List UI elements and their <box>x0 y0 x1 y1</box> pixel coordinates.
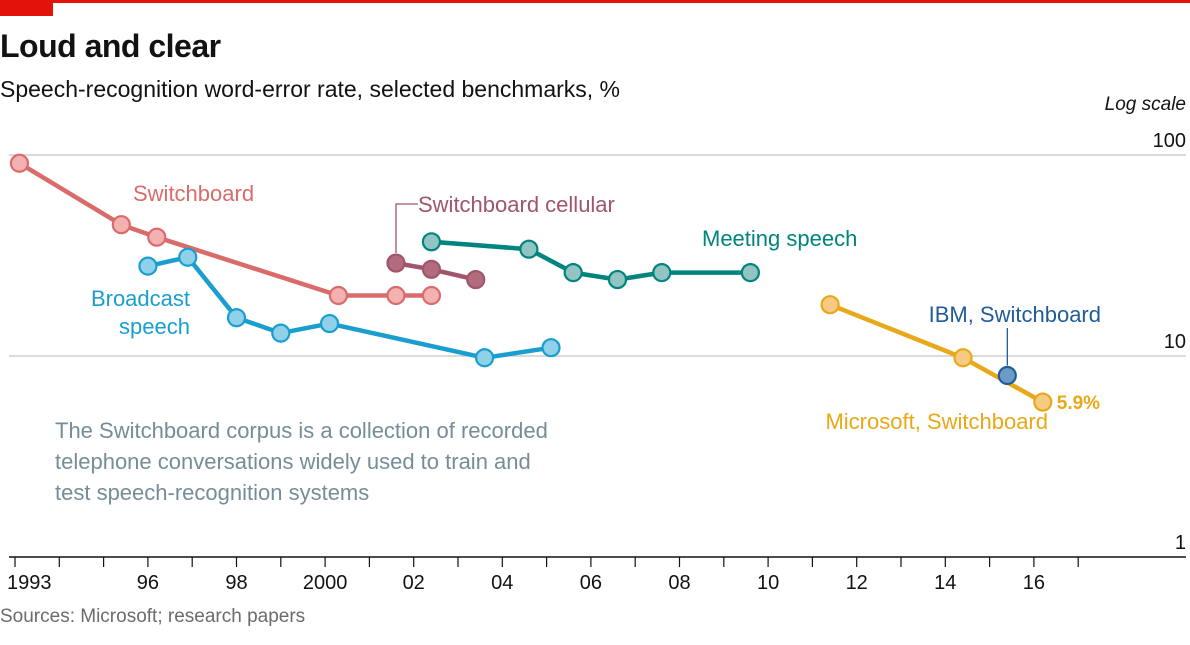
series-line-broadcast-speech <box>145 254 554 361</box>
x-tick-label-02: 02 <box>403 572 425 594</box>
data-point-meeting-speech <box>740 262 760 283</box>
data-point-switchboard <box>328 285 348 306</box>
data-point-meeting-speech <box>563 262 583 283</box>
series-label-broadcast-speech-line: speech <box>119 314 190 339</box>
data-point-broadcast-speech <box>319 313 340 334</box>
top-rule <box>0 0 1190 3</box>
annotation-line: test speech-recognition systems <box>55 480 369 505</box>
data-point-switchboard <box>421 285 442 306</box>
x-tick-label-16: 16 <box>1023 572 1045 594</box>
x-tick-label-96: 96 <box>137 572 159 594</box>
series-label-broadcast-speech: Broadcast speech <box>91 286 190 339</box>
switchboard-cellular-leader <box>395 203 418 254</box>
data-point-ibm-switchboard <box>997 365 1017 386</box>
x-tick-label-98: 98 <box>225 572 247 594</box>
x-tick-label-08: 08 <box>668 572 690 594</box>
chart-subtitle: Speech-recognition word-error rate, sele… <box>0 76 621 102</box>
series-label-broadcast-speech-line: Broadcast <box>91 286 190 311</box>
series-label-ibm-switchboard: IBM, Switchboard <box>929 302 1101 327</box>
data-point-switchboard <box>111 215 131 235</box>
data-point-meeting-speech <box>607 269 628 290</box>
data-point-meeting-speech <box>652 262 672 283</box>
x-tick-label-10: 10 <box>757 572 779 594</box>
log-scale-note: Log scale <box>1105 94 1186 115</box>
data-label-microsoft-latest: 5.9% <box>1057 393 1100 414</box>
data-point-microsoft-switchboard <box>953 348 973 368</box>
data-point-meeting-speech <box>421 232 442 252</box>
data-point-switchboard-cellular <box>466 269 486 290</box>
data-point-switchboard <box>9 153 30 173</box>
chart-title: Loud and clear <box>0 28 221 64</box>
series-line-meeting-speech <box>429 239 753 282</box>
data-point-broadcast-speech <box>541 338 561 358</box>
x-tick-label-2000: 2000 <box>303 572 348 594</box>
series-label-switchboard-cellular: Switchboard cellular <box>418 192 615 217</box>
data-point-switchboard-cellular <box>421 259 442 279</box>
y-tick-label-10: 10 <box>1164 331 1186 353</box>
data-point-broadcast-speech <box>138 256 158 276</box>
data-point-switchboard <box>147 227 167 247</box>
source-note: Sources: Microsoft; research papers <box>0 606 306 627</box>
data-point-switchboard-cellular <box>386 253 406 273</box>
data-point-broadcast-speech <box>271 323 291 343</box>
data-point-microsoft-switchboard <box>1033 392 1053 412</box>
y-tick-label-100: 100 <box>1153 130 1186 152</box>
data-point-switchboard <box>386 285 406 306</box>
data-point-broadcast-speech <box>474 348 495 368</box>
series-label-switchboard: Switchboard <box>133 181 254 206</box>
x-tick-label-1993: 1993 <box>7 572 52 594</box>
y-tick-label-1: 1 <box>1175 532 1186 554</box>
series-label-microsoft-switchboard: Microsoft, Switchboard <box>825 409 1048 434</box>
data-point-broadcast-speech <box>226 308 247 328</box>
x-tick-label-04: 04 <box>491 572 513 594</box>
x-tick-label-14: 14 <box>934 572 956 594</box>
annotation-line: telephone conversations widely used to t… <box>55 449 531 474</box>
x-tick-label-12: 12 <box>846 572 868 594</box>
data-point-microsoft-switchboard <box>820 295 840 315</box>
series-label-meeting-speech: Meeting speech <box>702 226 857 251</box>
annotation-line: The Switchboard corpus is a collection o… <box>55 418 548 443</box>
data-point-broadcast-speech <box>178 247 198 267</box>
x-tick-label-06: 06 <box>580 572 602 594</box>
brand-tag <box>0 0 53 16</box>
data-point-meeting-speech <box>519 239 539 259</box>
